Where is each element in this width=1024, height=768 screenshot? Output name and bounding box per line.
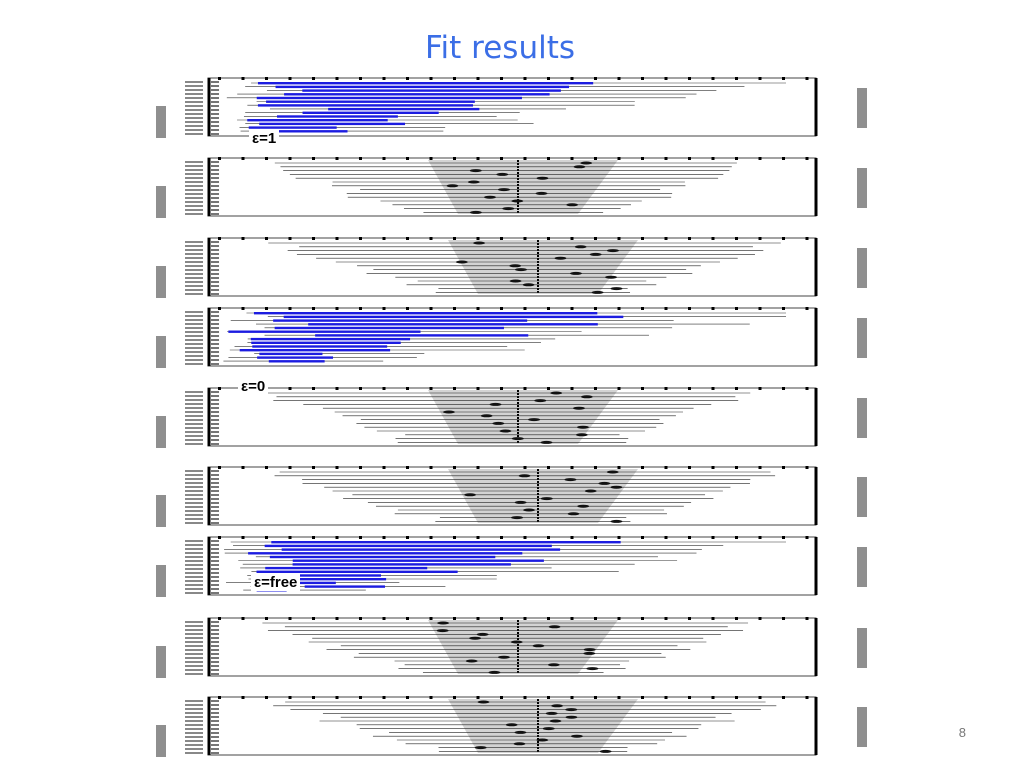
fit-panel-6 (156, 466, 867, 527)
epsilon-free-label: ε=free (251, 574, 301, 591)
fit-panel-2 (156, 157, 867, 218)
slide-number: 8 (958, 725, 966, 740)
fit-panel-5 (156, 387, 867, 448)
epsilon-1-label: ε=1 (249, 130, 280, 147)
fit-panel-8 (156, 617, 867, 678)
fit-panel-3 (156, 237, 867, 298)
slide-title: Fit results (424, 30, 576, 66)
epsilon-0-label: ε=0 (238, 378, 269, 395)
fit-panel-9 (156, 696, 867, 757)
fit-panel-1 (156, 77, 867, 138)
fit-panel-4 (156, 307, 867, 368)
